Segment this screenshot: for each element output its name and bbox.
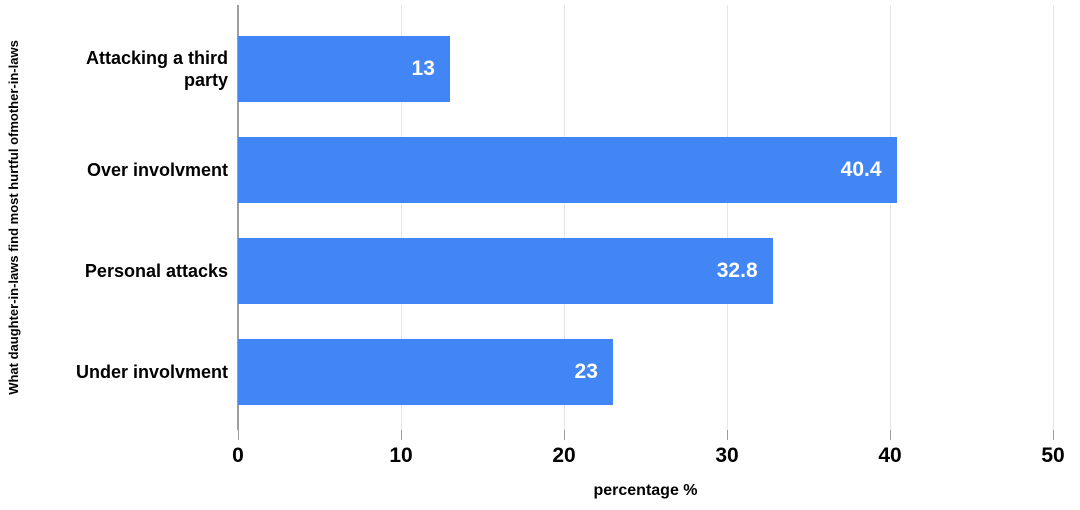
- y-axis-title: What daughter-in-laws find most hurtful …: [5, 40, 21, 395]
- tick-mark: [401, 430, 402, 440]
- category-row: Under involvment: [48, 321, 228, 422]
- bar: 13: [238, 35, 450, 102]
- bar-value-label: 23: [574, 359, 598, 383]
- category-label: Attacking a third party: [85, 47, 228, 90]
- x-tick-label: 0: [232, 444, 244, 467]
- bar-band: 13: [238, 18, 1053, 119]
- bar-value-label: 13: [411, 56, 435, 80]
- x-tick-label: 20: [552, 444, 576, 467]
- tick-mark: [1053, 430, 1054, 440]
- category-row: Attacking a third party: [48, 18, 228, 119]
- gridline: [564, 5, 565, 430]
- bar-band: 40.4: [238, 119, 1053, 220]
- category-label: Personal attacks: [84, 260, 228, 281]
- gridline: [727, 5, 728, 430]
- x-tick-label: 50: [1041, 444, 1065, 467]
- bar-value-label: 32.8: [716, 258, 758, 282]
- x-axis: 0 10 20 30 40 50: [232, 430, 1065, 500]
- y-axis-title-container: What daughter-in-laws find most hurtful …: [0, 5, 26, 430]
- tick-mark: [238, 430, 239, 440]
- gridline: [890, 5, 891, 430]
- tick-mark: [727, 430, 728, 440]
- gridline: [401, 5, 402, 430]
- bar: 40.4: [238, 136, 897, 203]
- x-tick-label: 10: [389, 444, 413, 467]
- bar-band: 32.8: [238, 220, 1053, 321]
- tick-mark: [564, 430, 565, 440]
- x-axis-title: percentage %: [593, 482, 698, 499]
- category-label: Under involvment: [75, 361, 228, 382]
- plot-area: [237, 5, 1054, 430]
- bars-layer: 13 40.4 32.8 23: [238, 18, 1053, 422]
- gridline: [1053, 5, 1054, 430]
- category-axis: Attacking a third party Over involvment Pe…: [48, 18, 228, 422]
- y-axis-line: [237, 5, 239, 430]
- tick-mark: [890, 430, 891, 440]
- bar-band: 23: [238, 321, 1053, 422]
- x-tick-label: 30: [715, 444, 739, 467]
- bar: 32.8: [238, 237, 773, 304]
- bar-value-label: 40.4: [840, 157, 882, 181]
- x-tick-label: 40: [878, 444, 902, 467]
- category-row: Over involvment: [48, 119, 228, 220]
- category-row: Personal attacks: [48, 220, 228, 321]
- category-label: Over involvment: [86, 159, 228, 180]
- bar: 23: [238, 338, 613, 405]
